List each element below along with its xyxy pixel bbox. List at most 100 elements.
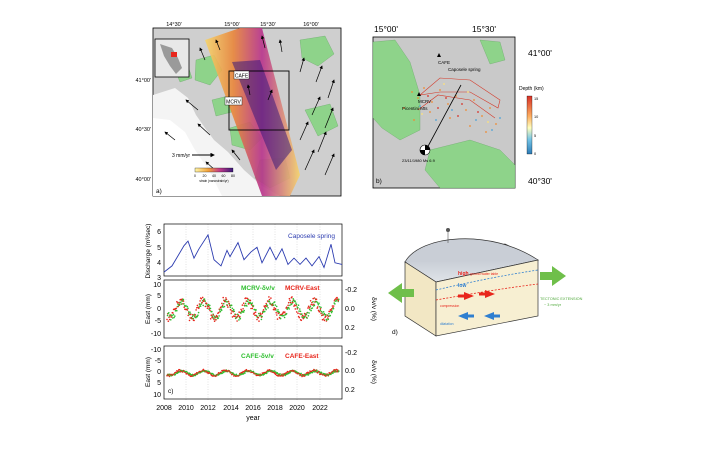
east-point: [310, 303, 313, 306]
dvv-point: [189, 311, 191, 314]
east-point: [223, 299, 225, 302]
east-point: [289, 301, 292, 304]
dvv-point: [292, 298, 295, 300]
dvv-point: [277, 309, 279, 311]
panel-c-label: c): [168, 388, 173, 395]
dvv-point: [338, 370, 340, 372]
east-point: [213, 318, 215, 321]
dvv-point: [265, 308, 267, 311]
svg-text:0: 0: [157, 369, 161, 376]
dvv-point: [243, 309, 245, 312]
east-point: [217, 311, 220, 314]
east-point: [330, 308, 333, 310]
mcrv-legend-red: MCRV-East: [285, 285, 320, 292]
dvv-point: [318, 306, 321, 308]
dvv-point: [222, 371, 225, 374]
east-point: [196, 304, 199, 307]
cafe-ylabel: East (mm): [145, 357, 152, 387]
east-point: [259, 312, 262, 315]
east-point: [333, 369, 336, 371]
dvv-point: [313, 371, 316, 373]
dvv-point: [179, 301, 182, 304]
dvv-point: [203, 298, 206, 300]
east-point: [270, 297, 272, 299]
cafe-legend-green: CAFE-δv/v: [241, 353, 274, 360]
east-point: [234, 315, 236, 318]
dvv-point: [301, 313, 303, 315]
x-label: year: [246, 415, 260, 422]
depth-title: Depth (km): [519, 86, 544, 92]
east-point: [202, 300, 205, 303]
dvv-point: [174, 315, 176, 317]
dvv-point: [324, 314, 327, 316]
east-point: [227, 300, 230, 303]
dvv-point: [195, 316, 197, 319]
east-point: [319, 311, 321, 313]
dvv-point: [172, 317, 174, 319]
map-a-lon-tick: 15°30': [260, 22, 276, 28]
cafe-legend-red: CAFE-East: [285, 353, 319, 360]
svg-text:0.0: 0.0: [345, 368, 355, 375]
east-point: [221, 302, 223, 305]
east-point: [227, 306, 229, 308]
dvv-point: [209, 304, 211, 307]
dvv-point: [187, 311, 190, 313]
east-point: [294, 308, 297, 310]
map-a-lon-tick: 16°00': [303, 22, 319, 28]
east-point: [323, 319, 326, 322]
dvv-point: [176, 309, 178, 312]
svg-text:TECTONIC EXTENSION: TECTONIC EXTENSION: [540, 297, 583, 301]
east-point: [220, 306, 222, 308]
east-point: [191, 317, 193, 320]
dvv-point: [244, 302, 247, 305]
svg-text:0.0: 0.0: [345, 306, 355, 313]
east-point: [327, 317, 329, 319]
dvv-point: [313, 304, 316, 307]
cafe-yticks-left: -10 -5 0 5 10: [151, 347, 161, 399]
mcrv-label-box: [224, 96, 243, 106]
svg-text:~ 3 mm/yr: ~ 3 mm/yr: [544, 303, 562, 307]
east-point: [168, 316, 170, 319]
east-point: [230, 312, 232, 315]
east-point: [225, 298, 228, 301]
discharge-series-line: [163, 233, 343, 273]
dvv-point: [338, 298, 340, 301]
east-point: [242, 302, 245, 305]
mcrv-ylabel: East (mm): [145, 294, 152, 324]
svg-text:5: 5: [534, 134, 536, 138]
svg-text:2022: 2022: [312, 405, 328, 412]
svg-text:41°00': 41°00': [528, 48, 552, 58]
east-point: [315, 298, 318, 301]
svg-text:6: 6: [157, 229, 161, 236]
dvv-point: [310, 309, 312, 312]
dvv-point: [330, 373, 332, 376]
east-point: [231, 316, 234, 318]
east-point: [167, 320, 170, 323]
arrow-red-right: [479, 290, 495, 298]
dvv-point: [244, 305, 246, 307]
east-point: [280, 374, 283, 377]
svg-text:compression: compression: [440, 304, 459, 308]
east-point: [332, 305, 335, 307]
dvv-point: [222, 306, 224, 308]
cafe-label-b: CAFE: [438, 60, 450, 65]
svg-text:2020: 2020: [289, 405, 305, 412]
depth-ticks: 15 10 5 0: [534, 97, 538, 156]
east-point: [199, 300, 201, 302]
dvv-point: [273, 301, 276, 303]
svg-text:10: 10: [153, 282, 161, 289]
dvv-point: [251, 302, 253, 304]
dvv-point: [279, 317, 282, 320]
east-point: [309, 307, 311, 309]
east-point: [316, 307, 319, 309]
east-point: [166, 318, 168, 321]
dvv-point: [255, 309, 257, 311]
svg-text:5: 5: [157, 380, 161, 387]
east-point: [276, 318, 279, 320]
east-point: [176, 302, 179, 304]
east-point: [298, 316, 301, 319]
mcrv-label-b: MCRV: [418, 99, 431, 104]
dvv-point: [230, 304, 233, 307]
dvv-point: [308, 312, 310, 314]
east-point: [178, 301, 180, 304]
